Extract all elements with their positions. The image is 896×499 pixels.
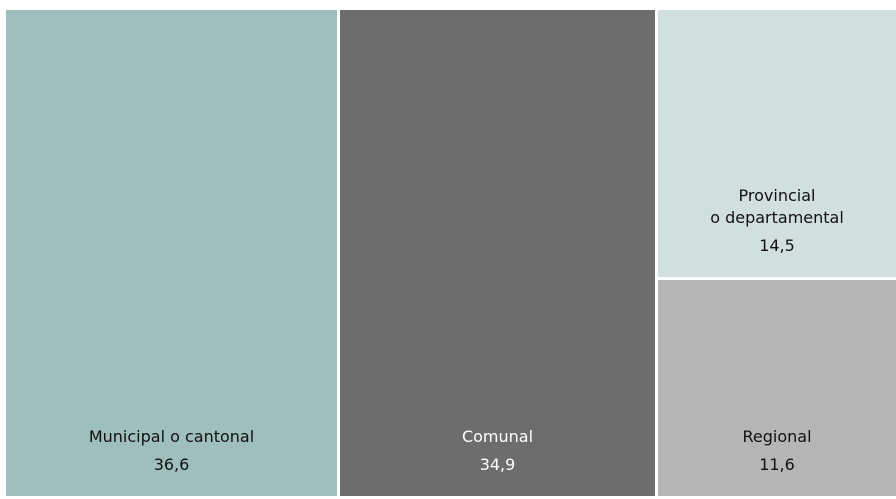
tile-value-label: 34,9: [479, 455, 516, 474]
tile-label-group: Municipal o cantonal 36,6: [6, 426, 337, 476]
tile-category-label: Municipal o cantonal: [88, 427, 255, 446]
tile-value-label: 36,6: [153, 455, 190, 474]
tile-value-label: 14,5: [759, 236, 795, 255]
tile-category-label: Regional: [742, 427, 812, 446]
treemap-tile: Regional 11,6: [658, 280, 896, 496]
tile-category-label: Comunal: [461, 427, 534, 446]
tile-label-group: Provincial o departamental 14,5: [658, 185, 896, 257]
tile-label-group: Comunal 34,9: [340, 426, 655, 476]
treemap-tile: Municipal o cantonal 36,6: [6, 10, 337, 496]
tile-label-group: Regional 11,6: [658, 426, 896, 476]
tile-category-label: Provincial o departamental: [710, 186, 844, 227]
treemap-tile: Provincial o departamental 14,5: [658, 10, 896, 277]
tile-value-label: 11,6: [759, 455, 795, 474]
treemap-tile: Comunal 34,9: [340, 10, 655, 496]
